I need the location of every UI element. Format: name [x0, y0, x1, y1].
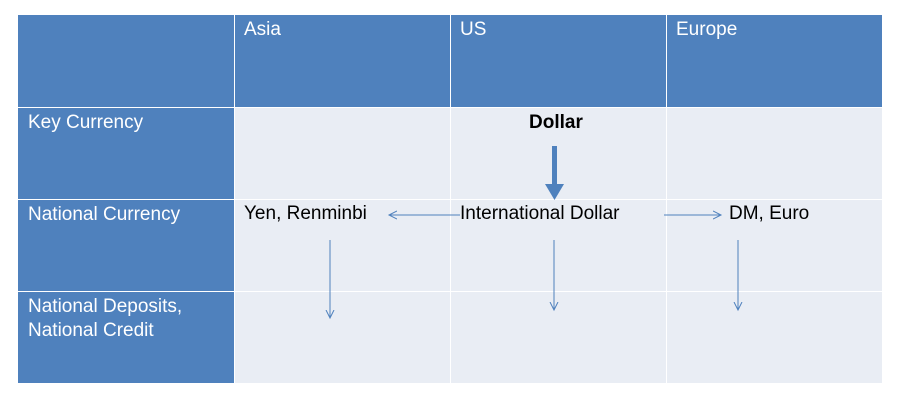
cell-national-asia	[234, 199, 450, 291]
dollar-label: Dollar	[529, 112, 583, 133]
row-header-key-currency: Key Currency	[18, 107, 234, 199]
cell-deposits-europe	[666, 291, 882, 383]
international-dollar-label: International Dollar	[460, 203, 620, 224]
grid-line	[18, 107, 882, 108]
dm-euro-label: DM, Euro	[729, 203, 810, 224]
yen-renminbi-label: Yen, Renminbi	[244, 203, 367, 224]
grid-line	[18, 291, 882, 292]
cell-key-us	[450, 107, 666, 199]
cell-national-europe	[666, 199, 882, 291]
cell-national-us	[450, 199, 666, 291]
cell-deposits-asia	[234, 291, 450, 383]
cell-key-asia	[234, 107, 450, 199]
column-header-europe: Europe	[666, 15, 882, 107]
row-header-national-deposits: National Deposits, National Credit	[18, 291, 234, 383]
row-header-national-currency: National Currency	[18, 199, 234, 291]
grid-line	[18, 199, 882, 200]
column-header-asia: Asia	[234, 15, 450, 107]
cell-key-europe	[666, 107, 882, 199]
corner-cell	[18, 15, 234, 107]
cell-deposits-us	[450, 291, 666, 383]
currency-table: Asia US Europe Key Currency National Cur…	[18, 15, 882, 383]
column-header-us: US	[450, 15, 666, 107]
